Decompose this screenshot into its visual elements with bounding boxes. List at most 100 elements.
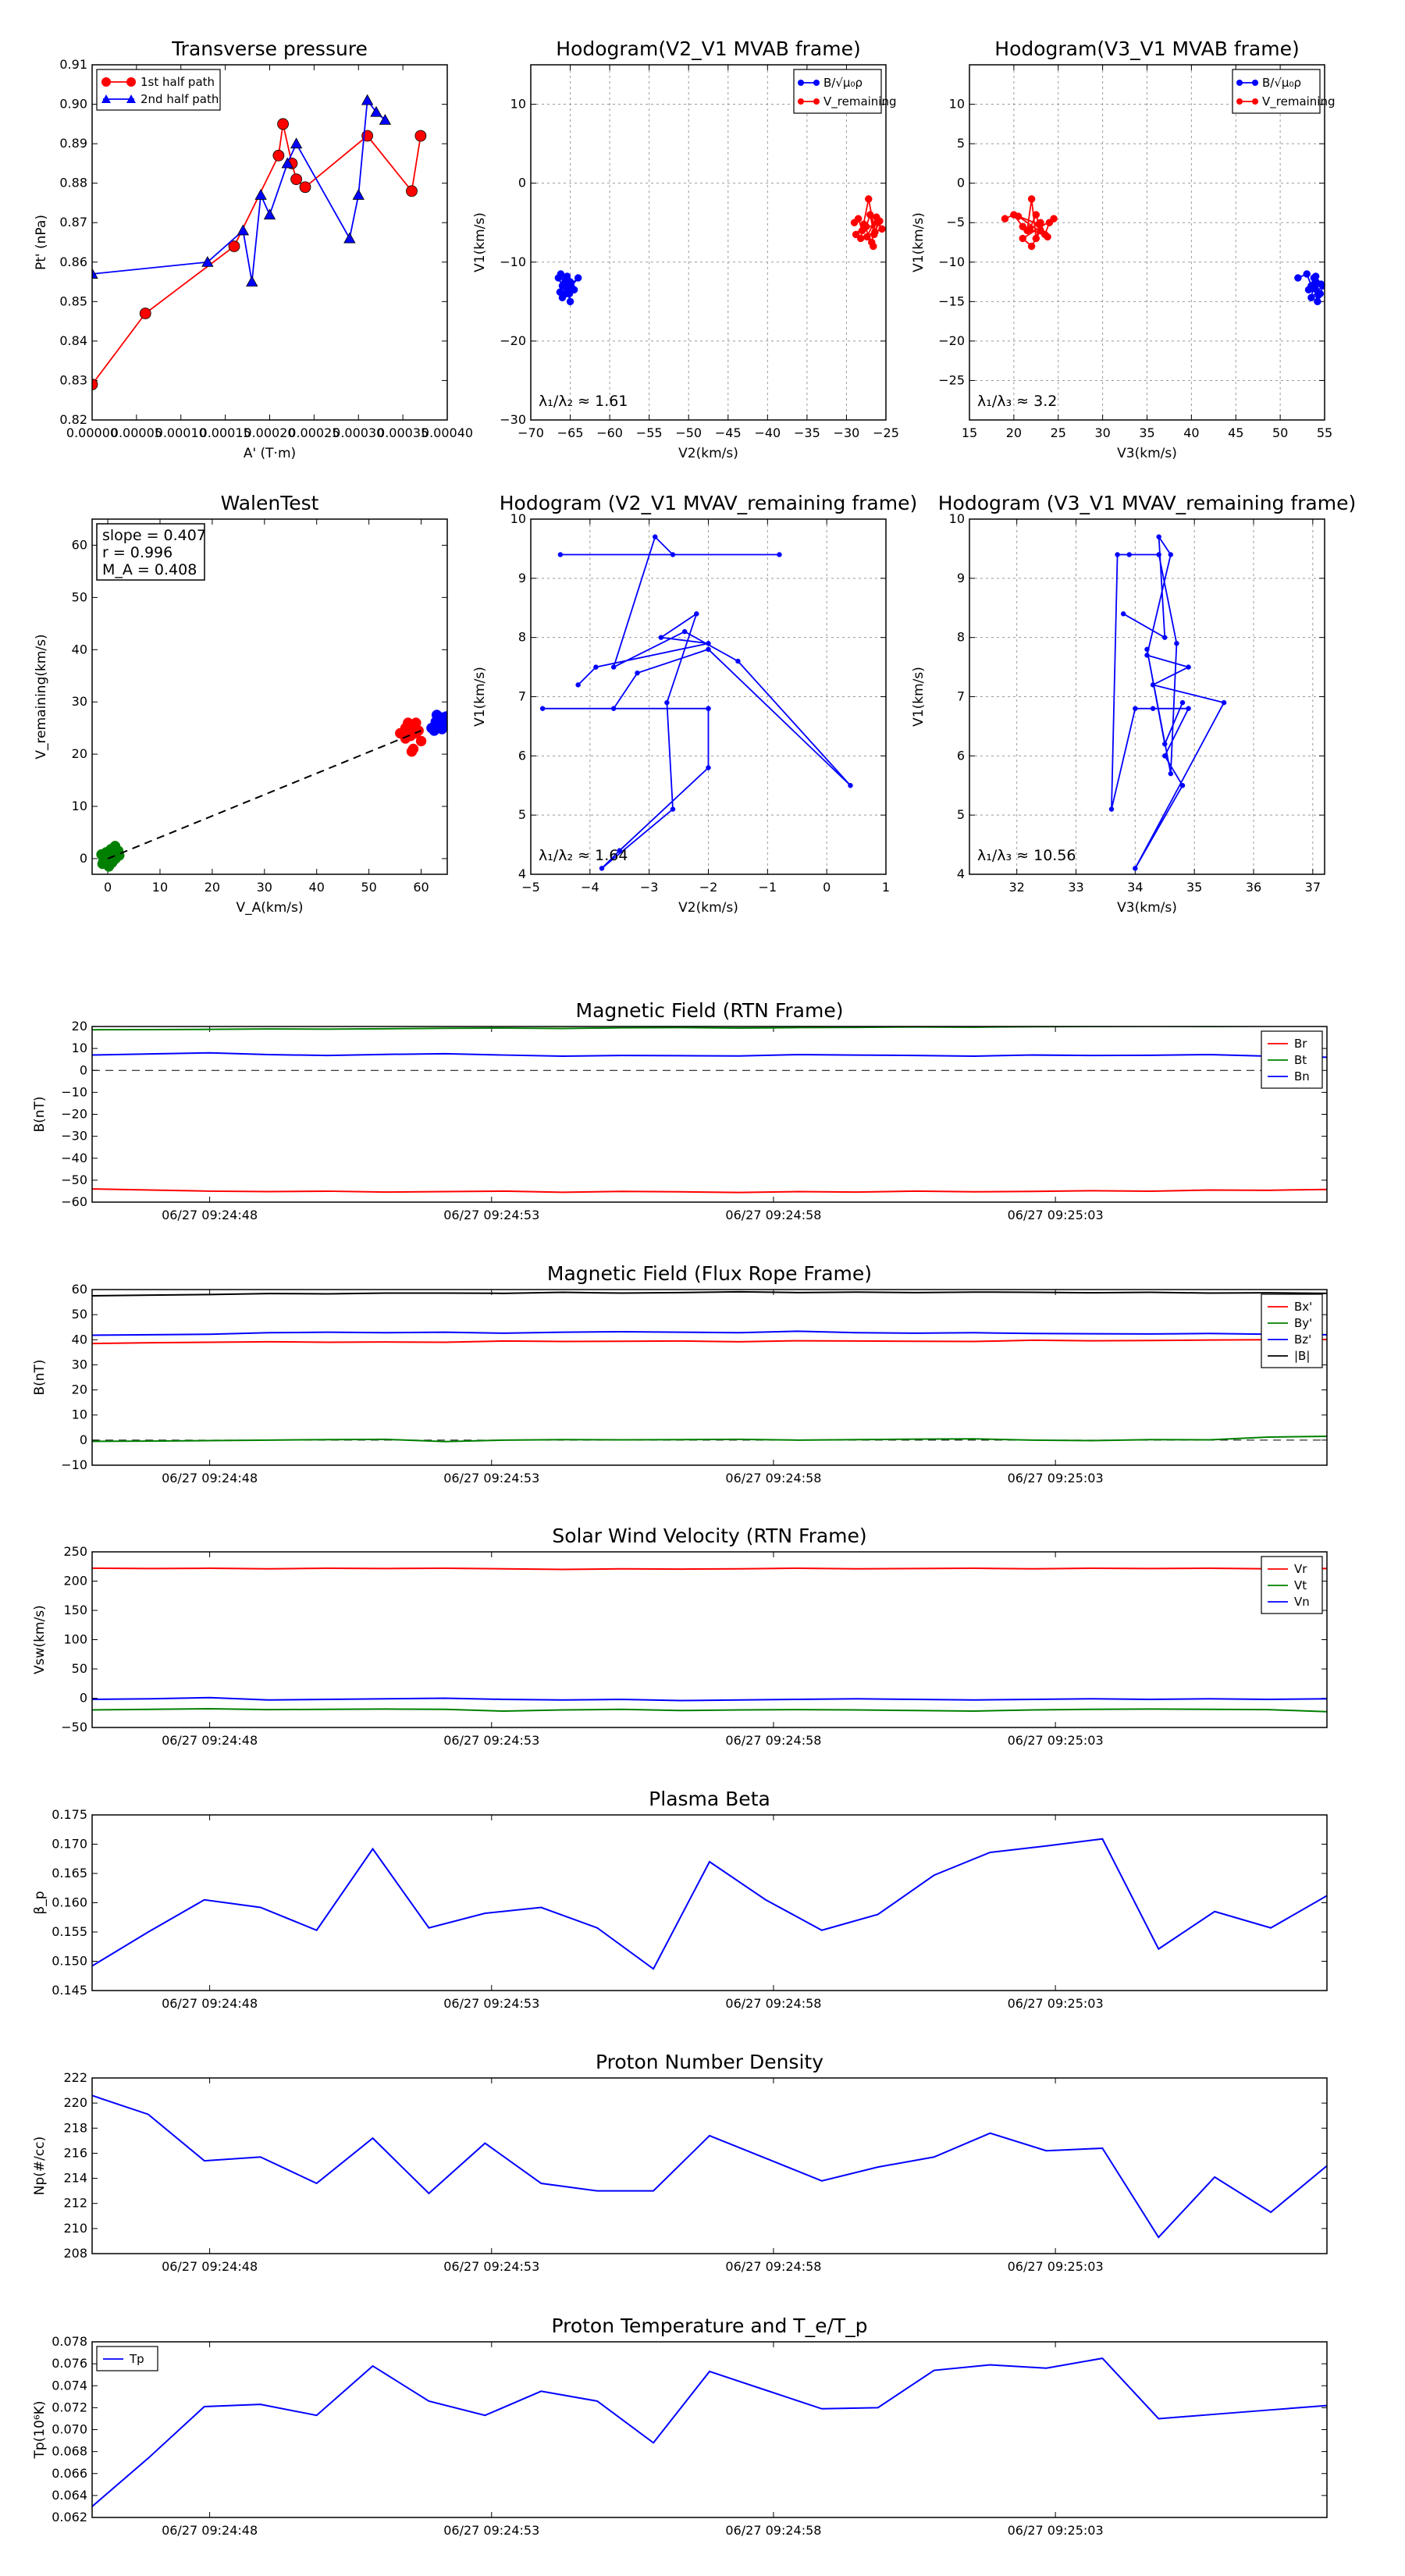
y-tick-label: 0.062 bbox=[52, 2510, 87, 2524]
panel-walen: WalenTest 0 10 20 30 40 50 60 0 10 20 30 40 50 60 V_A(k… bbox=[34, 492, 448, 916]
y-tick-label: 20 bbox=[72, 1019, 87, 1034]
legend-marker bbox=[1236, 98, 1243, 105]
data-point bbox=[414, 130, 427, 142]
y-tick-label: 50 bbox=[72, 589, 87, 604]
y-tick-label: −20 bbox=[500, 333, 526, 348]
legend-marker bbox=[1252, 98, 1258, 105]
x-tick-label: 40 bbox=[1183, 425, 1199, 440]
legend-label: Bx' bbox=[1294, 1300, 1312, 1314]
series-line-V bbox=[1111, 534, 1225, 869]
y-tick-label: −25 bbox=[938, 372, 965, 387]
y-axis-label: Tp(10⁶K) bbox=[32, 2400, 48, 2459]
data-point bbox=[1162, 741, 1168, 747]
data-point bbox=[263, 208, 276, 220]
legend-marker bbox=[126, 94, 136, 103]
axes-frame bbox=[969, 64, 1325, 421]
y-tick-label: 7 bbox=[957, 689, 965, 704]
y-tick-label: 0.84 bbox=[59, 333, 87, 348]
y-tick-label: 9 bbox=[518, 571, 526, 585]
x-tick-label: 45 bbox=[1228, 425, 1243, 440]
legend-marker bbox=[1236, 80, 1243, 86]
chart-title: Magnetic Field (Flux Rope Frame) bbox=[547, 1262, 872, 1285]
x-tick-label: 06/27 09:25:03 bbox=[1008, 1471, 1104, 1485]
y-tick-label: 10 bbox=[72, 799, 87, 813]
x-tick-label: 55 bbox=[1317, 425, 1332, 440]
y-tick-label: 60 bbox=[72, 537, 87, 552]
data-point bbox=[617, 848, 622, 853]
y-tick-label: 214 bbox=[63, 2171, 87, 2186]
x-tick-label: 06/27 09:25:03 bbox=[1008, 1208, 1104, 1222]
axes-frame bbox=[91, 1026, 1328, 1203]
legend-label: 1st half path bbox=[140, 75, 215, 89]
y-tick-label: 10 bbox=[72, 1041, 87, 1055]
x-tick-label: 06/27 09:24:53 bbox=[443, 1733, 539, 1748]
y-tick-label: 0.145 bbox=[52, 1983, 87, 1998]
eigenvalue-ratio: λ₁/λ₂ ≈ 1.64 bbox=[539, 847, 628, 864]
y-tick-label: 0 bbox=[80, 1062, 87, 1077]
chart-title: Magnetic Field (RTN Frame) bbox=[576, 999, 844, 1022]
y-tick-label: 0.072 bbox=[52, 2400, 87, 2414]
x-tick-label: 0 bbox=[823, 880, 831, 895]
series-line-|B| bbox=[92, 941, 1327, 945]
data-point bbox=[370, 105, 382, 117]
x-tick-label: 0.00030 bbox=[333, 425, 384, 440]
legend-label: Bn bbox=[1294, 1069, 1310, 1083]
panel-vsw: Solar Wind Velocity (RTN Frame) 250 200 150… bbox=[32, 1525, 1328, 1748]
legend-label: B/√μ₀ρ bbox=[1262, 76, 1301, 90]
y-tick-label: 20 bbox=[72, 746, 87, 761]
x-tick-label: −3 bbox=[640, 880, 659, 895]
x-tick-label: 06/27 09:24:53 bbox=[443, 1996, 539, 2011]
y-tick-label: −50 bbox=[61, 1172, 87, 1187]
x-tick-label: 06/27 09:24:53 bbox=[443, 1208, 539, 1222]
x-tick-label: 25 bbox=[1051, 425, 1066, 440]
chart-title: Proton Number Density bbox=[596, 2051, 823, 2073]
data-point bbox=[361, 94, 374, 105]
x-tick-label: −1 bbox=[759, 880, 777, 895]
x-tick-label: 10 bbox=[152, 880, 168, 895]
data-point bbox=[670, 552, 676, 557]
data-point bbox=[228, 240, 240, 252]
y-tick-label: 0.85 bbox=[59, 294, 87, 308]
data-point bbox=[400, 722, 411, 734]
data-point bbox=[694, 611, 699, 617]
data-point bbox=[1133, 706, 1138, 711]
data-point bbox=[1311, 272, 1320, 280]
data-point bbox=[1133, 866, 1138, 871]
data-point bbox=[1179, 783, 1186, 788]
series-line-Vn bbox=[92, 1696, 1327, 1702]
y-tick-label: 0.064 bbox=[52, 2488, 87, 2503]
y-tick-label: 8 bbox=[518, 630, 526, 645]
y-axis-label: β_p bbox=[32, 1891, 48, 1914]
data-point bbox=[653, 534, 658, 539]
series-line-Bx' bbox=[92, 1338, 1327, 1345]
x-tick-label: −2 bbox=[699, 880, 718, 895]
chart-title: Hodogram(V3_V1 MVAB frame) bbox=[994, 37, 1299, 60]
y-tick-label: 0.175 bbox=[52, 1807, 87, 1822]
axes-frame bbox=[91, 1551, 1328, 1728]
axes-frame bbox=[91, 1289, 1328, 1466]
y-tick-label: 40 bbox=[72, 642, 87, 656]
data-point bbox=[574, 274, 582, 282]
y-tick-label: −60 bbox=[61, 1194, 87, 1209]
axes-frame bbox=[91, 2077, 1328, 2254]
data-point bbox=[1034, 220, 1043, 228]
legend-label: Bt bbox=[1294, 1053, 1307, 1067]
data-point bbox=[635, 670, 640, 676]
data-point bbox=[681, 628, 688, 635]
data-point bbox=[1314, 297, 1321, 306]
series-line-V bbox=[542, 535, 852, 870]
x-tick-label: 06/27 09:24:48 bbox=[162, 2523, 258, 2538]
axes-frame bbox=[530, 518, 887, 875]
data-point bbox=[379, 113, 392, 125]
panel-beta: Plasma Beta 0.175 0.170 0.165 0.160 0.155 0.15… bbox=[32, 1788, 1328, 2011]
x-tick-label: 34 bbox=[1127, 880, 1143, 895]
panel-np: Proton Number Density 222 220 218 216 214 212 2… bbox=[32, 2051, 1328, 2274]
y-tick-label: 0.066 bbox=[52, 2466, 87, 2481]
data-point bbox=[560, 279, 569, 286]
data-point bbox=[1168, 770, 1174, 777]
data-point bbox=[201, 255, 214, 267]
y-tick-label: 40 bbox=[72, 1332, 87, 1347]
data-point bbox=[1126, 552, 1132, 557]
plot-area bbox=[96, 710, 447, 872]
